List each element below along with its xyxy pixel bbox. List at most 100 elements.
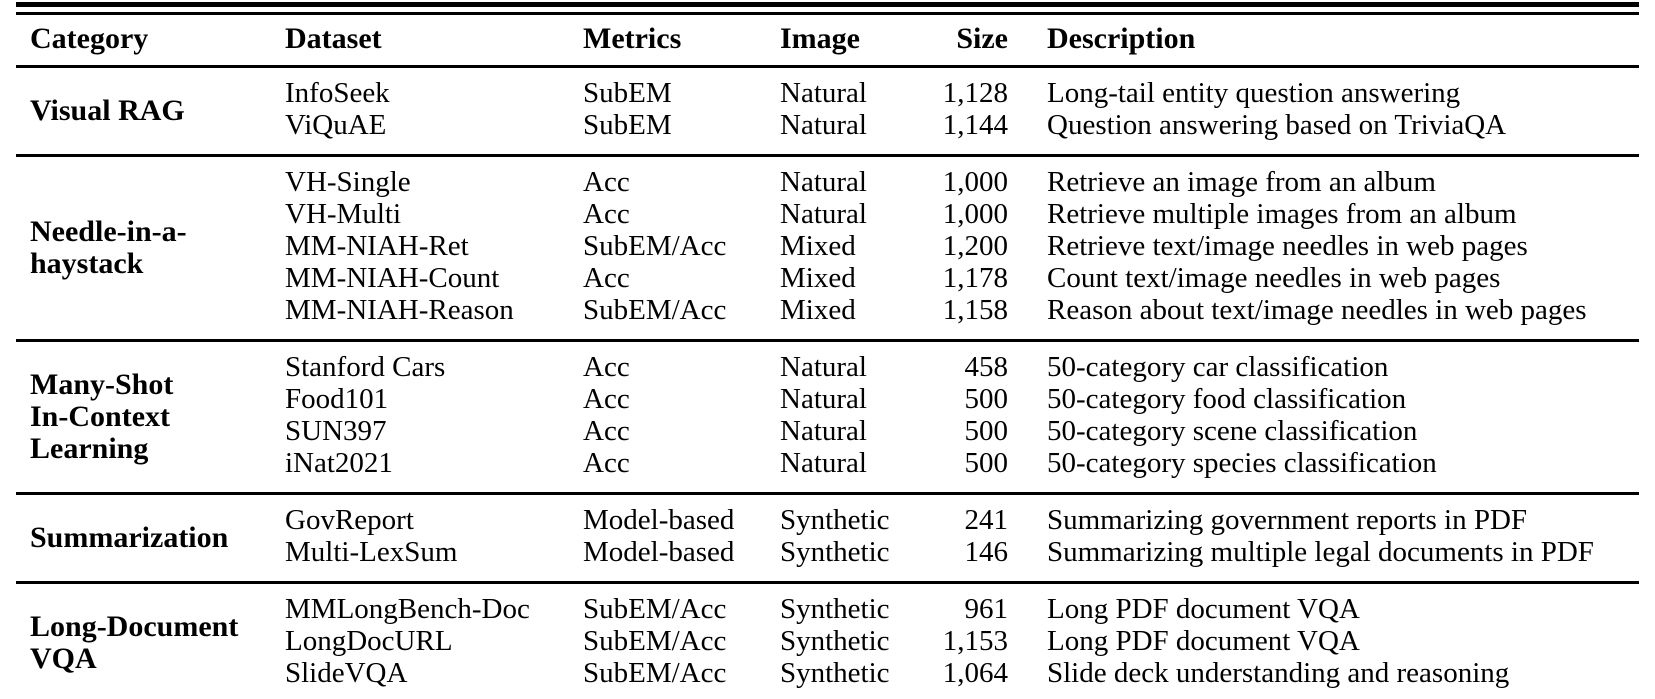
size-cell: 241 [964, 504, 1009, 536]
header-row: Category Dataset Metrics Image Size Desc… [16, 15, 1639, 67]
size-cell: 500 [964, 447, 1009, 479]
size-cell: 1,128 [942, 77, 1008, 109]
section-needle-in-a-haystack: Needle-in-a- haystack VH-Single Acc Natural… [16, 156, 1639, 341]
image-cell: Synthetic [780, 625, 890, 657]
table-row: MM-NIAH-Count Acc Mixed 1,178 Count text/ima… [16, 262, 1639, 294]
table-top-rule [16, 2, 1639, 15]
dataset-cell: GovReport [285, 504, 414, 536]
table-row: Visual RAG InfoSeek SubEM Natural 1,128 Long-… [16, 67, 1639, 126]
section-many-shot-in-context-learning: Many-Shot In-Context Learning Stanford Ca… [16, 341, 1639, 494]
description-cell: Retrieve an image from an album [1047, 166, 1436, 198]
image-cell: Natural [780, 351, 867, 383]
table-row: MM-NIAH-Ret SubEM/Acc Mixed 1,200 Retrieve t… [16, 230, 1639, 262]
size-cell: 1,200 [942, 230, 1008, 262]
size-cell: 1,158 [942, 294, 1008, 326]
dataset-cell: MM-NIAH-Ret [285, 230, 469, 262]
description-cell: Retrieve text/image needles in web pages [1047, 230, 1528, 262]
size-cell: 1,000 [942, 198, 1008, 230]
image-cell: Natural [780, 447, 867, 479]
metrics-cell: SubEM/Acc [583, 230, 727, 262]
metrics-cell: Model-based [583, 504, 735, 536]
table-row: ViQuAE SubEM Natural 1,144 Question answerin… [16, 109, 1639, 156]
description-cell: 50-category car classification [1047, 351, 1389, 383]
col-header-dataset: Dataset [285, 22, 382, 55]
table-row: Summarization GovReport Model-based Synthet… [16, 494, 1639, 553]
table-row: Food101 Acc Natural 500 50-category food cla… [16, 383, 1639, 415]
image-cell: Natural [780, 198, 867, 230]
description-cell: Summarizing government reports in PDF [1047, 504, 1528, 536]
dataset-cell: MM-NIAH-Count [285, 262, 500, 294]
category-cell: Visual RAG [30, 94, 185, 127]
dataset-cell: Food101 [285, 383, 389, 415]
size-cell: 146 [964, 536, 1009, 568]
table-row: Needle-in-a- haystack VH-Single Acc Natural… [16, 156, 1639, 279]
table-row: VH-Multi Acc Natural 1,000 Retrieve multiple… [16, 198, 1639, 230]
image-cell: Natural [780, 415, 867, 447]
dataset-cell: InfoSeek [285, 77, 390, 109]
size-cell: 500 [964, 383, 1009, 415]
table-row: MM-NIAH-Reason SubEM/Acc Mixed 1,158 Reason … [16, 294, 1639, 341]
metrics-cell: SubEM/Acc [583, 294, 727, 326]
size-cell: 458 [964, 351, 1009, 383]
size-cell: 1,144 [942, 109, 1008, 141]
dataset-cell: iNat2021 [285, 447, 393, 479]
size-cell: 1,000 [942, 166, 1008, 198]
image-cell: Synthetic [780, 536, 890, 568]
metrics-cell: Acc [583, 415, 630, 447]
category-cell: Long-Document VQA [30, 610, 239, 675]
size-cell: 1,178 [942, 262, 1008, 294]
metrics-cell: Acc [583, 166, 630, 198]
description-cell: 50-category scene classification [1047, 415, 1418, 447]
table-row: Multi-LexSum Model-based Synthetic 146 Summa… [16, 536, 1639, 583]
description-cell: Long PDF document VQA [1047, 593, 1360, 625]
table-row: Long-Document VQA MMLongBench-Doc SubEM/Ac… [16, 583, 1639, 674]
metrics-cell: SubEM [583, 77, 672, 109]
dataset-cell: ViQuAE [285, 109, 387, 141]
metrics-cell: Acc [583, 383, 630, 415]
image-cell: Mixed [780, 294, 856, 326]
size-cell: 500 [964, 415, 1009, 447]
table-row: SlideVQA SubEM/Acc Synthetic 1,064 Slide dec… [16, 657, 1639, 699]
table-row: LongDocURL SubEM/Acc Synthetic 1,153 Long PD… [16, 625, 1639, 657]
description-cell: Count text/image needles in web pages [1047, 262, 1501, 294]
category-cell: Needle-in-a- haystack [30, 215, 187, 280]
metrics-cell: SubEM [583, 109, 672, 141]
description-cell: Long PDF document VQA [1047, 625, 1360, 657]
benchmark-table-figure: Category Dataset Metrics Image Size Desc… [16, 0, 1639, 699]
description-cell: Retrieve multiple images from an album [1047, 198, 1517, 230]
metrics-cell: SubEM/Acc [583, 657, 727, 689]
col-header-metrics: Metrics [583, 22, 682, 55]
table-row: Many-Shot In-Context Learning Stanford Ca… [16, 341, 1639, 464]
metrics-cell: Acc [583, 351, 630, 383]
description-cell: Summarizing multiple legal documents in … [1047, 536, 1594, 568]
image-cell: Natural [780, 77, 867, 109]
dataset-cell: Multi-LexSum [285, 536, 458, 568]
image-cell: Natural [780, 109, 867, 141]
metrics-cell: Model-based [583, 536, 735, 568]
table-row: iNat2021 Acc Natural 500 50-category species… [16, 447, 1639, 494]
metrics-cell: SubEM/Acc [583, 625, 727, 657]
dataset-cell: Stanford Cars [285, 351, 446, 383]
col-header-category: Category [30, 22, 149, 55]
image-cell: Mixed [780, 262, 856, 294]
dataset-cell: MMLongBench-Doc [285, 593, 530, 625]
table-header-row: Category Dataset Metrics Image Size Desc… [16, 15, 1639, 67]
dataset-cell: LongDocURL [285, 625, 453, 657]
category-cell: Summarization [30, 521, 229, 554]
description-cell: Reason about text/image needles in web p… [1047, 294, 1587, 326]
image-cell: Synthetic [780, 504, 890, 536]
section-long-document-vqa: Long-Document VQA MMLongBench-Doc SubEM/Ac… [16, 583, 1639, 699]
description-cell: 50-category food classification [1047, 383, 1407, 415]
section-visual-rag: Visual RAG InfoSeek SubEM Natural 1,128 Long-… [16, 67, 1639, 156]
table-row: SUN397 Acc Natural 500 50-category scene cla… [16, 415, 1639, 447]
image-cell: Natural [780, 166, 867, 198]
dataset-cell: SlideVQA [285, 657, 408, 689]
description-cell: Slide deck understanding and reasoning [1047, 657, 1510, 689]
image-cell: Mixed [780, 230, 856, 262]
image-cell: Synthetic [780, 593, 890, 625]
dataset-cell: MM-NIAH-Reason [285, 294, 514, 326]
datasets-table: Category Dataset Metrics Image Size Desc… [16, 15, 1639, 699]
description-cell: Question answering based on TriviaQA [1047, 109, 1507, 141]
col-header-image: Image [780, 22, 860, 55]
dataset-cell: VH-Single [285, 166, 411, 198]
